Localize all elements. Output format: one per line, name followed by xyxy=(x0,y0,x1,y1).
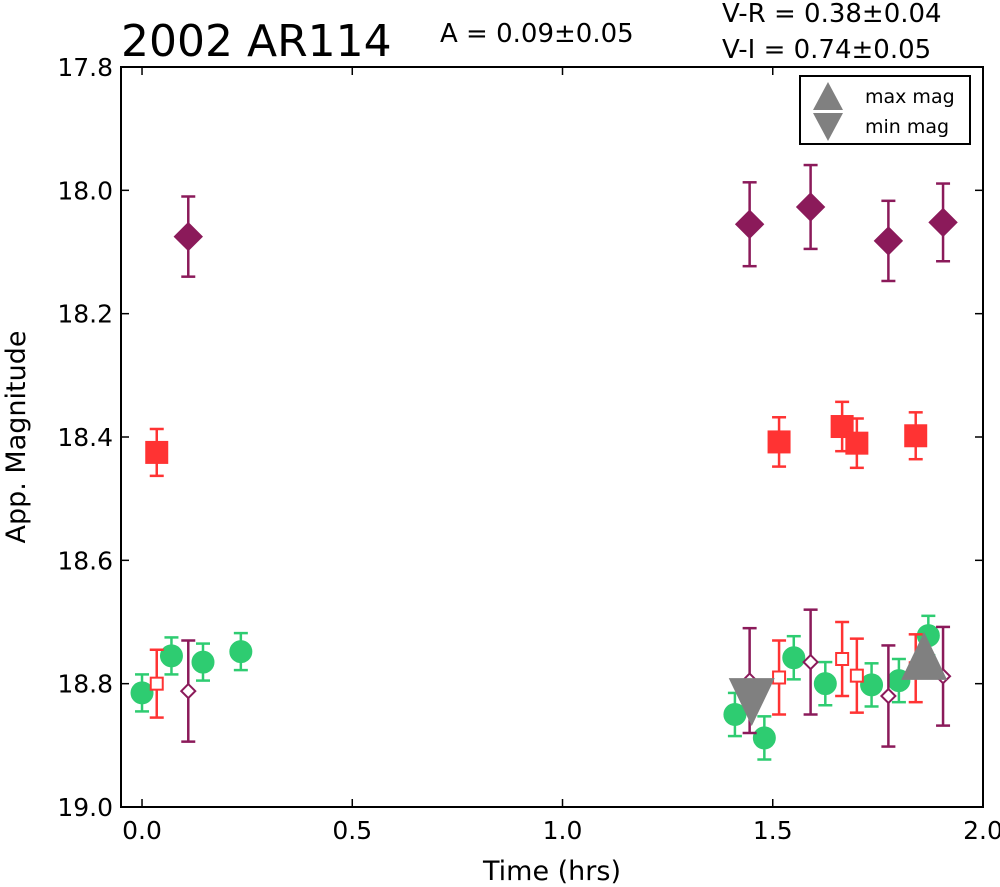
chart-title: 2002 AR114 xyxy=(121,16,392,67)
data-point-circle xyxy=(229,640,253,664)
x-tick-label: 0.5 xyxy=(332,816,372,845)
data-point-diamond xyxy=(173,221,203,252)
data-point-diamond xyxy=(873,226,904,256)
x-axis-label: Time (hrs) xyxy=(482,856,621,887)
y-tick-label: 17.8 xyxy=(57,53,113,82)
data-point-circle xyxy=(723,703,747,726)
data-point-square xyxy=(849,668,864,683)
data-point-diamond xyxy=(795,192,826,222)
axis-ticks: 0.0 0.5 1.0 1.5 2.0 17.8 18.0 18.2 18.4 18.6 18.8 1… xyxy=(57,53,1000,845)
y-tick-label: 19.0 xyxy=(57,793,113,822)
amplitude-text: A = 0.09±0.05 xyxy=(440,19,634,49)
data-marks xyxy=(130,163,958,761)
x-tick-label: 1.0 xyxy=(543,816,583,845)
color-vi-text: V-I = 0.74±0.05 xyxy=(722,35,931,65)
min-mag-legend-icon xyxy=(813,113,843,141)
legend-label-max-mag: max mag xyxy=(865,86,955,108)
data-point-square xyxy=(767,430,791,454)
x-tick-label: 2.0 xyxy=(963,816,1000,845)
y-axis-label: App. Magnitude xyxy=(1,331,32,544)
max-mag-marker xyxy=(901,631,948,680)
data-point-square xyxy=(904,424,928,448)
data-point-diamond xyxy=(802,653,820,671)
data-point-square xyxy=(772,670,787,685)
data-point-circle xyxy=(813,672,837,696)
y-tick-label: 18.2 xyxy=(57,300,113,329)
data-point-square xyxy=(149,676,164,691)
data-point-circle xyxy=(130,681,154,705)
data-point-circle xyxy=(782,646,806,670)
data-point-circle xyxy=(159,644,183,668)
data-point-circle xyxy=(860,673,884,697)
y-tick-label: 18.0 xyxy=(57,176,113,205)
plot-frame xyxy=(120,66,984,808)
data-point-circle xyxy=(191,650,215,674)
data-point-diamond xyxy=(179,682,197,700)
legend: max mag min mag xyxy=(799,75,971,145)
data-point-square xyxy=(835,652,850,666)
color-vr-text: V-R = 0.38±0.04 xyxy=(722,0,942,29)
y-tick-label: 18.4 xyxy=(57,423,113,452)
x-tick-label: 1.5 xyxy=(753,816,793,845)
min-mag-marker xyxy=(728,678,775,727)
data-point-circle xyxy=(752,726,776,750)
max-mag-legend-icon xyxy=(813,82,843,110)
data-point-diamond xyxy=(879,687,897,705)
y-tick-label: 18.6 xyxy=(57,546,113,575)
data-point-square xyxy=(845,431,869,455)
data-point-square xyxy=(145,440,169,464)
legend-label-min-mag: min mag xyxy=(865,116,949,138)
y-tick-label: 18.8 xyxy=(57,670,113,699)
x-tick-label: 0.0 xyxy=(122,816,162,845)
data-point-diamond xyxy=(928,207,958,238)
data-point-diamond xyxy=(734,209,765,239)
